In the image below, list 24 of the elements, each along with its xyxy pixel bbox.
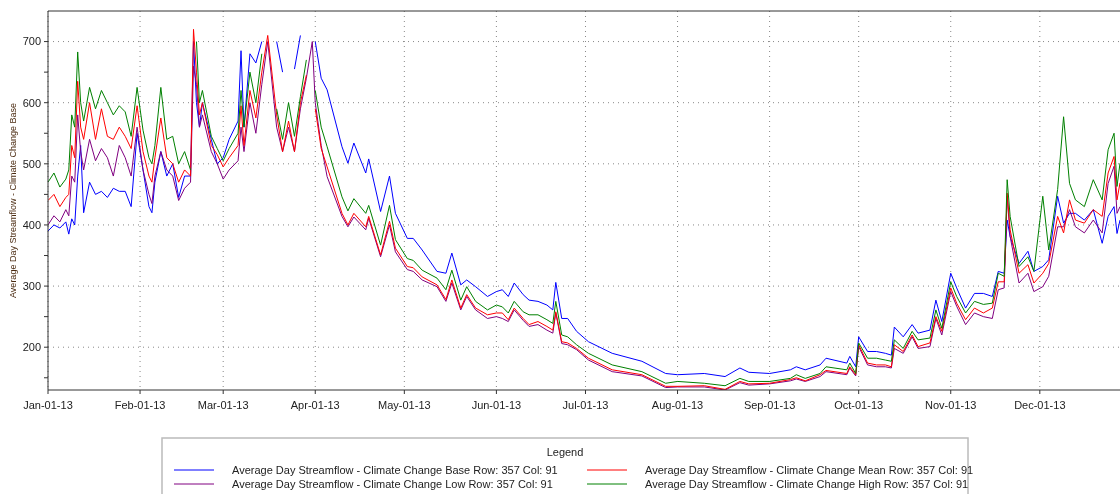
x-tick-label: Jun-01-13 (471, 399, 522, 411)
y-tick-label: 600 (22, 96, 41, 109)
x-tick-label: Sep-01-13 (743, 399, 796, 411)
legend-label: Average Day Streamflow - Climate Change Base Row: 357 Col: 91 (232, 463, 558, 476)
x-tick-label: Jul-01-13 (562, 399, 609, 411)
y-axis-title: Average Day Streamflow - Climate Change Base (8, 103, 18, 298)
legend-label: Average Day Streamflow - Climate Change High Row: 357 Col: 91 (645, 477, 969, 490)
x-tick-label: Aug-01-13 (651, 399, 704, 411)
legend-label: Average Day Streamflow - Climate Change Mean Row: 357 Col: 91 (645, 463, 974, 476)
y-tick-label: 400 (22, 218, 41, 231)
x-tick-label: Nov-01-13 (925, 399, 977, 411)
x-tick-label: May-01-13 (378, 399, 431, 411)
x-tick-label: Feb-01-13 (114, 399, 166, 411)
x-tick-label: Mar-01-13 (197, 399, 249, 411)
y-tick-label: 300 (22, 279, 41, 292)
y-tick-label: 200 (22, 341, 41, 354)
x-tick-label: Oct-01-13 (834, 399, 884, 411)
legend-label: Average Day Streamflow - Climate Change Low Row: 357 Col: 91 (232, 477, 553, 490)
y-tick-label: 700 (22, 35, 41, 48)
x-tick-label: Jan-01-13 (23, 399, 73, 411)
x-tick-label: Apr-01-13 (290, 399, 340, 411)
x-tick-label: Dec-01-13 (1014, 399, 1066, 411)
y-tick-label: 500 (22, 157, 41, 170)
legend-title: Legend (546, 446, 584, 458)
